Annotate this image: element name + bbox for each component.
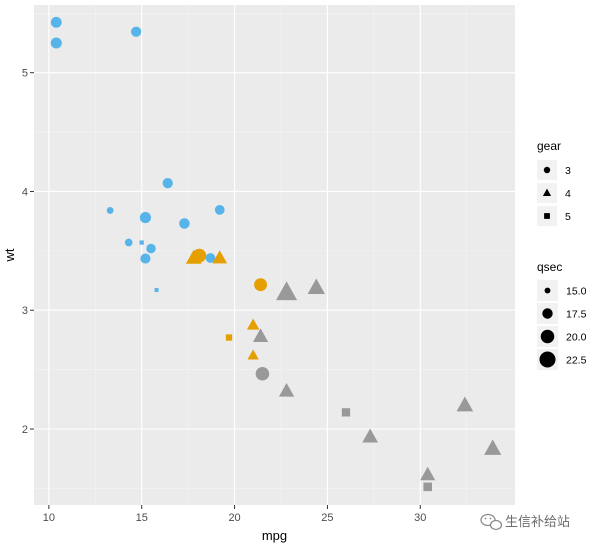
data-point	[307, 278, 325, 295]
watermark-text: 生信补给站	[505, 515, 570, 530]
data-point	[276, 281, 298, 301]
data-point	[254, 278, 268, 292]
legend-gear-label: 3	[565, 165, 571, 177]
data-point	[179, 218, 190, 229]
wechat-logo-icon	[480, 513, 503, 531]
data-point	[362, 428, 378, 443]
legend-qsec-symbol	[540, 329, 555, 344]
y-axis: 2 3 4 5	[22, 68, 34, 436]
data-point	[484, 439, 502, 455]
legend-qsec-label: 22.5	[566, 355, 587, 367]
legend-qsec-symbol	[542, 308, 553, 319]
data-point	[456, 396, 474, 412]
legend-gear-symbol	[544, 213, 550, 219]
y-tick-label: 2	[22, 424, 28, 436]
data-point	[247, 349, 259, 360]
plot-panel	[34, 5, 515, 505]
y-tick-label: 5	[22, 68, 28, 80]
data-point	[252, 328, 269, 342]
watermark: 生信补给站	[480, 513, 570, 531]
x-tick-label: 20	[228, 512, 240, 524]
legend-qsec-symbol	[544, 287, 551, 294]
data-point	[139, 212, 151, 224]
x-tick-label: 30	[414, 512, 426, 524]
data-point	[420, 466, 436, 481]
legend-gear: gear 3 4 5	[537, 139, 571, 226]
data-point	[106, 207, 114, 214]
x-axis: 10 15 20 25 30	[43, 505, 426, 524]
data-point	[162, 178, 173, 189]
legend-gear-symbol	[543, 166, 551, 174]
data-point	[154, 288, 159, 293]
x-tick-label: 15	[136, 512, 148, 524]
grid-lines	[34, 5, 515, 505]
y-axis-title: wt	[2, 248, 17, 262]
legend-gear-symbol	[542, 188, 552, 197]
data-point	[139, 240, 144, 245]
x-tick-label: 10	[43, 512, 55, 524]
legend-qsec-label: 20.0	[566, 332, 587, 344]
y-tick-label: 3	[22, 305, 28, 317]
data-points	[50, 16, 502, 492]
data-point	[50, 16, 62, 28]
data-point	[278, 382, 295, 397]
data-point	[214, 204, 225, 215]
legend-gear-label: 5	[565, 211, 571, 223]
legend-qsec-title: qsec	[537, 260, 562, 274]
data-point	[225, 334, 233, 341]
data-point	[146, 243, 156, 254]
legend-gear-title: gear	[537, 139, 561, 153]
data-point	[341, 408, 351, 417]
data-point	[50, 37, 62, 49]
legend-qsec-label: 17.5	[566, 309, 587, 321]
legend-qsec-symbol	[539, 351, 556, 368]
data-point	[140, 253, 151, 264]
data-point	[212, 250, 228, 264]
legend-qsec: qsec 15.0 17.5 20.0 22.5	[537, 260, 587, 370]
data-point	[246, 318, 260, 330]
data-point	[130, 26, 142, 37]
x-tick-label: 25	[321, 512, 333, 524]
data-point	[255, 366, 270, 381]
legend-gear-label: 4	[565, 188, 571, 200]
data-point	[185, 249, 202, 264]
y-tick-label: 4	[22, 186, 28, 198]
data-point	[205, 253, 216, 263]
data-point	[423, 482, 432, 492]
data-point	[124, 238, 133, 247]
legend-qsec-label: 15.0	[566, 286, 587, 298]
x-axis-title: mpg	[262, 528, 287, 543]
